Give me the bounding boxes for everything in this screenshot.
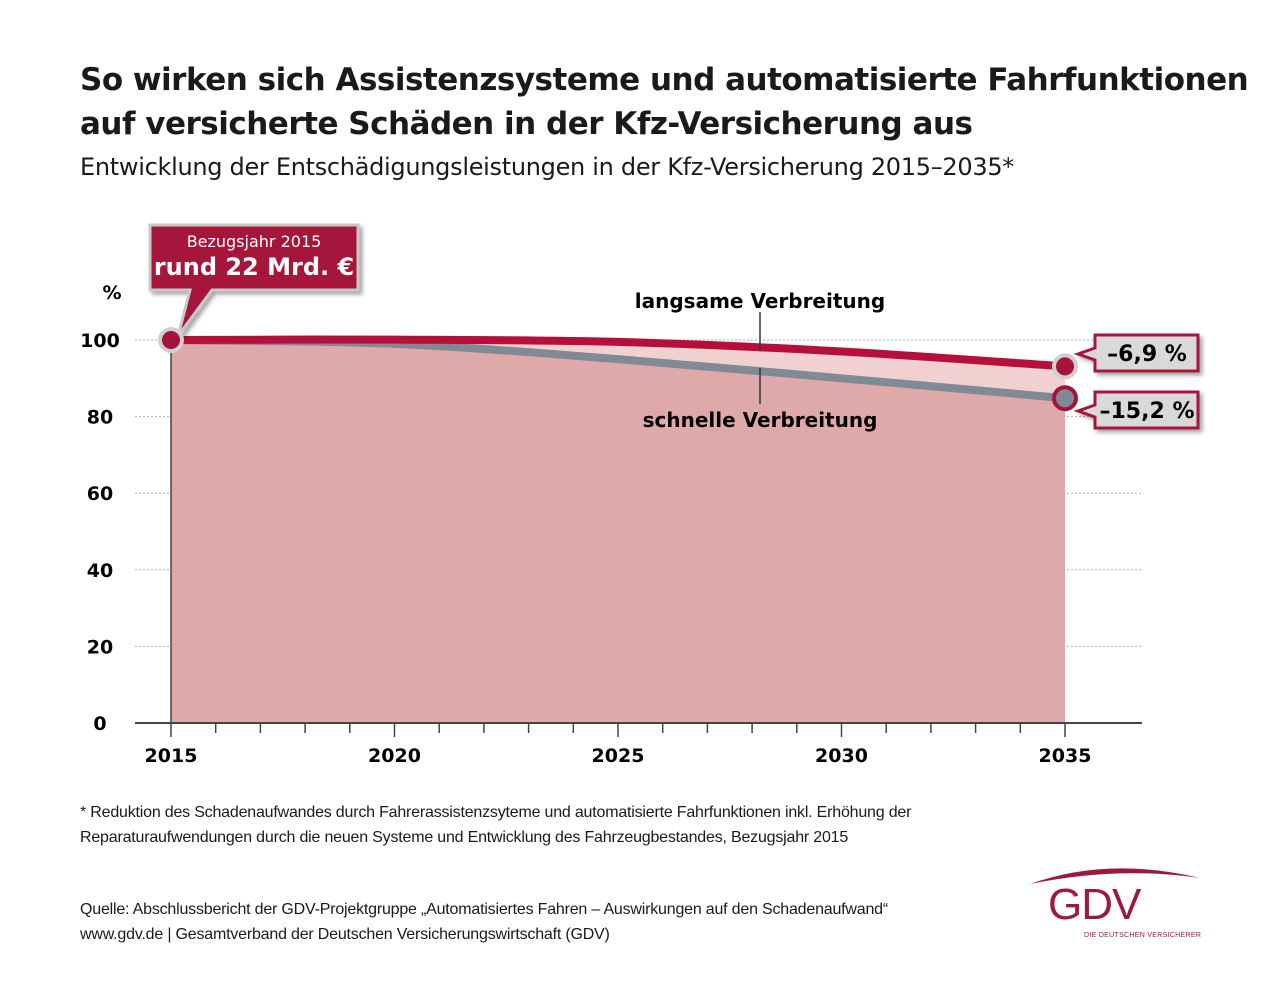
logo-arc-icon (1030, 868, 1200, 884)
series-label-fast: schnelle Verbreitung (643, 408, 878, 432)
end-label-fast-box (1073, 390, 1200, 430)
end-label-slow-box (1073, 333, 1200, 373)
marker-2035-fast (1052, 385, 1078, 412)
end-label-fast-text: –15,2 % (1100, 399, 1195, 424)
y-tick-label: 40 (87, 560, 113, 582)
series-label-slow: langsame Verbreitung (635, 289, 885, 313)
chart-subtitle: Entwicklung der Entschädigungsleistungen… (80, 153, 1014, 181)
y-axis-label: % (102, 282, 121, 304)
series-lines (167, 335, 1069, 403)
y-tick-label: 20 (87, 636, 113, 658)
title-line-2: auf versicherte Schäden in der Kfz-Versi… (80, 106, 973, 142)
logo-text: GDV (1048, 880, 1141, 929)
x-tick-label: 2020 (368, 745, 421, 767)
footnote-line-1: * Reduktion des Schadenaufwandes durch F… (80, 804, 912, 821)
source-line-2: www.gdv.de | Gesamtverband der Deutschen… (80, 926, 610, 943)
source-line-1: Quelle: Abschlussbericht der GDV-Projekt… (80, 901, 888, 918)
chart-title: So wirken sich Assistenzsysteme und auto… (80, 58, 1249, 146)
series-labels: langsame Verbreitung schnelle Verbreitung (635, 289, 885, 432)
x-tick-label: 2015 (145, 745, 198, 767)
x-tick-label: 2025 (592, 745, 645, 767)
marker-2035-slow (1052, 353, 1078, 380)
end-label-slow-text: –6,9 % (1107, 342, 1187, 367)
footnote: * Reduktion des Schadenaufwandes durch F… (80, 800, 911, 850)
x-tick-label: 2030 (815, 745, 868, 767)
y-tick-label: 60 (87, 483, 113, 505)
y-tick-label: 80 (87, 407, 113, 429)
x-tick-label: 2035 (1039, 745, 1092, 767)
y-tick-label: 100 (80, 330, 120, 352)
axes: 0 20 40 60 80 100 2015 2020 2025 2030 2035 (80, 330, 1142, 767)
end-label-fast (1073, 390, 1200, 430)
source: Quelle: Abschlussbericht der GDV-Projekt… (80, 897, 888, 947)
gdv-logo: GDV DIE DEUTSCHEN VERSICHERER (1028, 862, 1208, 942)
callout-base-year (148, 223, 360, 337)
callout-base-box (148, 223, 360, 337)
y-tick-label: 0 (93, 713, 106, 735)
footnote-line-2: Reparaturaufwendungen durch die neuen Sy… (80, 829, 849, 846)
callout-base-line-1: Bezugsjahr 2015 (187, 232, 322, 251)
line-langsame-verbreitung (167, 335, 1069, 371)
callout-base-line-2: rund 22 Mrd. € (154, 253, 354, 281)
logo-tagline: DIE DEUTSCHEN VERSICHERER (1084, 932, 1202, 939)
callouts: Bezugsjahr 2015 rund 22 Mrd. € –6,9 % –15,2… (148, 223, 1200, 430)
area-fast (171, 340, 1065, 723)
marker-2015 (158, 327, 184, 353)
title-line-1: So wirken sich Assistenzsysteme und auto… (80, 62, 1249, 98)
end-label-slow (1073, 333, 1200, 373)
areas (171, 339, 1065, 723)
